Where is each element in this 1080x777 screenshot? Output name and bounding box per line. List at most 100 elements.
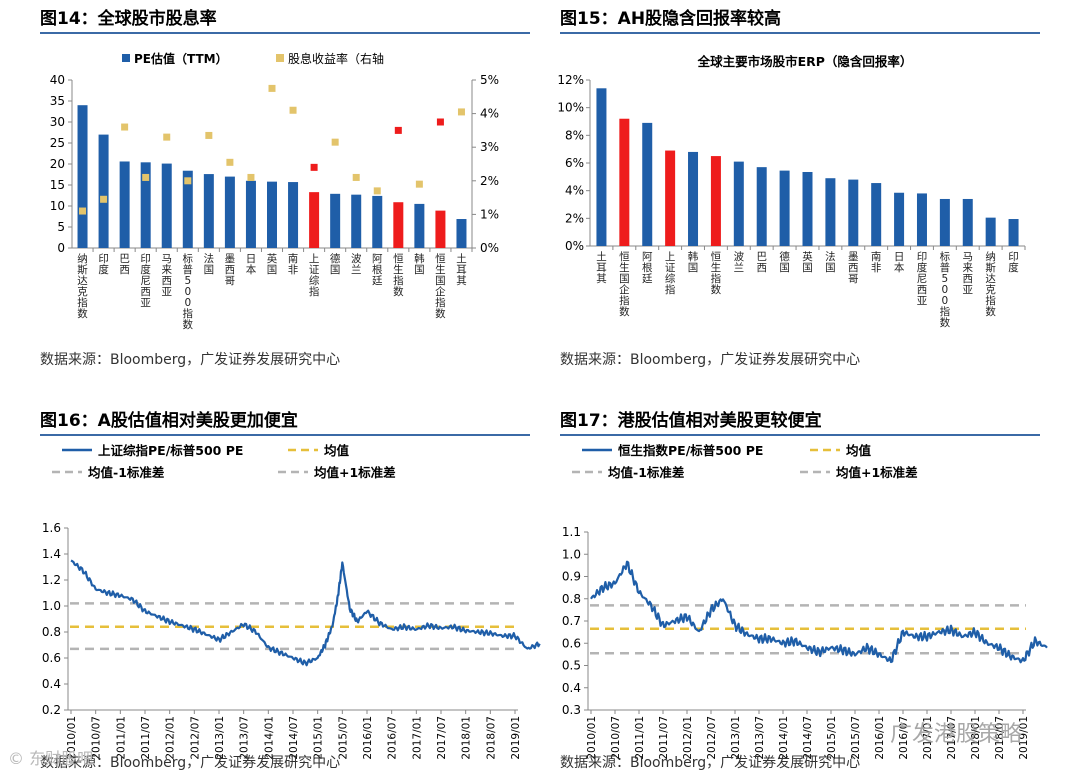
x-tick-label: 2012/07 — [706, 716, 718, 760]
x-tick-label: 2017/07 — [946, 716, 958, 760]
x-tick-label-马来西亚: 马来西亚 — [161, 253, 172, 298]
bar-erp-恒生国企指数 — [619, 118, 630, 246]
x-tick-label: 2018/07 — [994, 716, 1006, 760]
y-tick-label: 0.9 — [562, 570, 581, 584]
marker-div-墨西哥 — [226, 158, 234, 166]
bar-erp-马来西亚 — [962, 198, 973, 246]
bar-pe-印度尼西亚 — [140, 162, 151, 248]
y-tick-label: 40 — [50, 73, 65, 87]
x-tick-label-墨西哥: 墨西哥 — [848, 251, 859, 285]
x-tick-label: 2010/01 — [586, 716, 598, 760]
bar-erp-法国 — [825, 178, 836, 246]
x-tick-label-恒生指数: 恒生指数 — [711, 250, 722, 296]
x-tick-label: 2011/07 — [140, 716, 152, 760]
y-tick-label: 0.3 — [562, 703, 581, 717]
series-line — [70, 559, 541, 667]
legend-div-label: 股息收益率（右轴 — [288, 51, 384, 66]
bar-pe-土耳其 — [456, 219, 467, 248]
x-tick-label: 2011/01 — [115, 716, 127, 760]
x-tick-label-南非: 南非 — [871, 250, 882, 274]
y-tick-label: 0 — [57, 241, 65, 255]
x-tick-label-印度尼西亚: 印度尼西亚 — [917, 251, 928, 307]
x-tick-label: 2013/07 — [754, 716, 766, 760]
marker-div-波兰 — [352, 173, 360, 181]
marker-div-韩国 — [415, 180, 423, 188]
bar-pe-波兰 — [351, 194, 362, 248]
y-tick-label: 0.2 — [42, 703, 61, 717]
marker-div-日本 — [247, 173, 255, 181]
marker-div-土耳其 — [457, 108, 465, 116]
y-tick-label: 6% — [565, 156, 584, 170]
bar-pe-韩国 — [414, 203, 425, 248]
marker-div-英国 — [268, 84, 276, 92]
figure-16-source: 数据来源：Bloomberg，广发证券发展研究中心 — [40, 755, 341, 771]
figure-15-title-rule — [560, 32, 1040, 34]
y2-tick-label: 1% — [480, 207, 499, 221]
marker-div-印度尼西亚 — [142, 173, 150, 181]
x-tick-label-德国: 德国 — [779, 250, 790, 274]
y-tick-label: 1.1 — [562, 525, 581, 539]
bar-pe-印度 — [98, 134, 109, 248]
series-line — [590, 560, 1048, 664]
legend-line-label: 恒生指数PE/标普500 PE — [618, 443, 763, 458]
x-tick-label: 2018/07 — [485, 716, 497, 760]
x-tick-label: 2019/01 — [1018, 716, 1030, 760]
y-tick-label: 25 — [50, 136, 65, 150]
legend-line-label: 上证综指PE/标普500 PE — [98, 443, 243, 458]
x-tick-label: 2018/01 — [461, 716, 473, 760]
bar-pe-恒生国企指数 — [435, 210, 446, 248]
y-tick-label: 5 — [57, 220, 65, 234]
bar-erp-南非 — [871, 183, 882, 246]
x-tick-label-墨西哥: 墨西哥 — [225, 253, 236, 287]
bar-pe-马来西亚 — [161, 163, 172, 248]
marker-div-纳斯达克指数 — [79, 207, 87, 215]
x-tick-label: 2016/07 — [387, 716, 399, 760]
x-tick-label: 2015/01 — [313, 716, 325, 760]
figure-15-source: 数据来源：Bloomberg，广发证券发展研究中心 — [560, 352, 861, 368]
bar-pe-阿根廷 — [372, 195, 383, 248]
figure-14-title: 图14：全球股市股息率 — [40, 9, 217, 29]
x-tick-label: 2015/01 — [826, 716, 838, 760]
figure-15-panel: 图15：AH股隐含回报率较高 全球主要市场股市ERP（隐含回报率） 0% 2% 4% 6… — [557, 4, 1040, 384]
y-tick-label: 1.0 — [42, 599, 61, 613]
x-tick-label-印度: 印度 — [1008, 251, 1019, 274]
x-tick-label: 2014/01 — [263, 716, 275, 760]
x-tick-label: 2011/01 — [634, 716, 646, 760]
figure-15-title: 图15：AH股隐含回报率较高 — [560, 9, 782, 29]
x-tick-label-纳斯达克指数: 纳斯达克指数 — [77, 252, 88, 320]
bar-erp-纳斯达克指数 — [985, 217, 996, 246]
y2-tick-label: 4% — [480, 107, 499, 121]
bar-erp-标普500指数 — [939, 198, 950, 246]
figure-17-panel: 图17：港股估值相对美股更较便宜 恒生指数PE/标普500 PE 均值 均值-1标准… — [560, 406, 1048, 774]
watermark-left: © 东财股吧 — [8, 749, 94, 768]
marker-div-南非 — [289, 106, 297, 114]
x-tick-label-韩国: 韩国 — [688, 250, 699, 274]
x-tick-label-恒生国企指数: 恒生国企指数 — [435, 252, 446, 320]
legend-mean-label: 均值 — [324, 443, 350, 458]
marker-div-标普500指数 — [184, 177, 192, 185]
x-tick-label: 2013/07 — [239, 716, 251, 760]
figure-17-title-rule — [560, 434, 1040, 436]
y-tick-label: 0.6 — [42, 651, 61, 665]
x-tick-label-巴西: 巴西 — [756, 251, 767, 274]
x-tick-label: 2010/07 — [610, 716, 622, 760]
x-tick-label-巴西: 巴西 — [119, 253, 130, 276]
y-tick-label: 0.8 — [562, 592, 581, 606]
x-tick-label: 2013/01 — [214, 716, 226, 760]
chart-title: 全球主要市场股市ERP（隐含回报率） — [697, 54, 913, 69]
marker-div-印度 — [100, 195, 108, 203]
bar-erp-巴西 — [756, 167, 767, 246]
x-tick-label-英国: 英国 — [802, 250, 813, 274]
x-tick-label: 2019/01 — [510, 716, 522, 760]
bar-pe-英国 — [267, 181, 277, 248]
x-tick-label: 2012/01 — [165, 716, 177, 760]
figure-14-source: 数据来源：Bloomberg，广发证券发展研究中心 — [40, 352, 341, 368]
figure-14-chart: PE估值（TTM） 股息收益率（右轴 0 5 10 15 20 25 30 35 40 0% 1% 2% 3… — [50, 51, 499, 331]
y-tick-label: 0% — [565, 239, 584, 253]
x-tick-label-日本: 日本 — [246, 253, 257, 276]
y-tick-label: 0.7 — [562, 614, 581, 628]
figure-16-title-rule — [40, 434, 530, 436]
bar-pe-墨西哥 — [224, 176, 235, 248]
figure-16-panel: 图16：A股估值相对美股更加便宜 上证综指PE/标普500 PE 均值 均值-1标准… — [40, 406, 541, 774]
